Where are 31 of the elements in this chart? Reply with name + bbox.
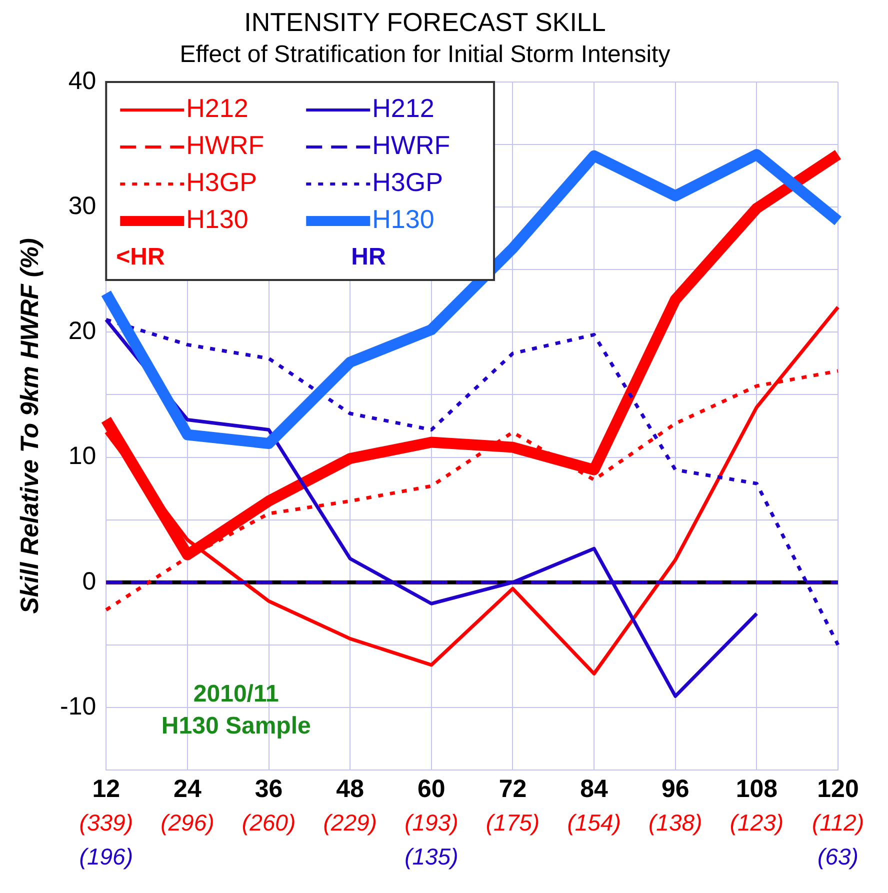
y-tick-label: 10 bbox=[68, 442, 96, 470]
y-tick-label: -10 bbox=[60, 692, 96, 720]
y-tick-label: 20 bbox=[68, 317, 96, 346]
legend-label: H212 bbox=[186, 93, 248, 124]
annotation: HR bbox=[351, 244, 386, 271]
x-tick-label: 36 (260) bbox=[242, 774, 296, 836]
x-tick-label: 120 (112) (63) bbox=[812, 774, 864, 870]
legend-label: H3GP bbox=[372, 167, 443, 198]
x-tick-label: 96 (138) bbox=[648, 774, 702, 836]
chart-title: INTENSITY FORECAST SKILL bbox=[244, 6, 606, 37]
x-tick-label: 60 (193) (135) bbox=[404, 774, 458, 870]
x-tick-label: 12 (339) (196) bbox=[79, 774, 133, 870]
legend-label: HWRF bbox=[372, 130, 450, 160]
legend-label: H130 bbox=[186, 204, 248, 234]
legend-label: HWRF bbox=[186, 130, 264, 160]
y-axis-title: Skill Relative To 9km HWRF (%) bbox=[16, 238, 44, 614]
legend-label: H212 bbox=[372, 93, 434, 124]
x-tick-label: 108 (123) bbox=[730, 774, 784, 836]
x-tick-label: 48 (229) bbox=[323, 774, 377, 836]
y-tick-label: 0 bbox=[82, 567, 96, 596]
x-tick-label: 72 (175) bbox=[486, 774, 540, 836]
y-tick-label: 30 bbox=[68, 192, 96, 220]
legend-label: H130 bbox=[372, 204, 434, 234]
y-tick-label: 40 bbox=[68, 66, 96, 95]
chart-subtitle: Effect of Stratification for Initial Storm Intensity bbox=[180, 41, 670, 68]
annotation: 2010/11 bbox=[193, 680, 279, 708]
legend-label: H3GP bbox=[186, 167, 257, 198]
x-tick-label: 84 (154) bbox=[567, 774, 621, 836]
annotation: <HR bbox=[116, 244, 165, 271]
x-tick-label: 24 (296) bbox=[160, 774, 214, 836]
annotation: H130 Sample bbox=[161, 712, 311, 740]
